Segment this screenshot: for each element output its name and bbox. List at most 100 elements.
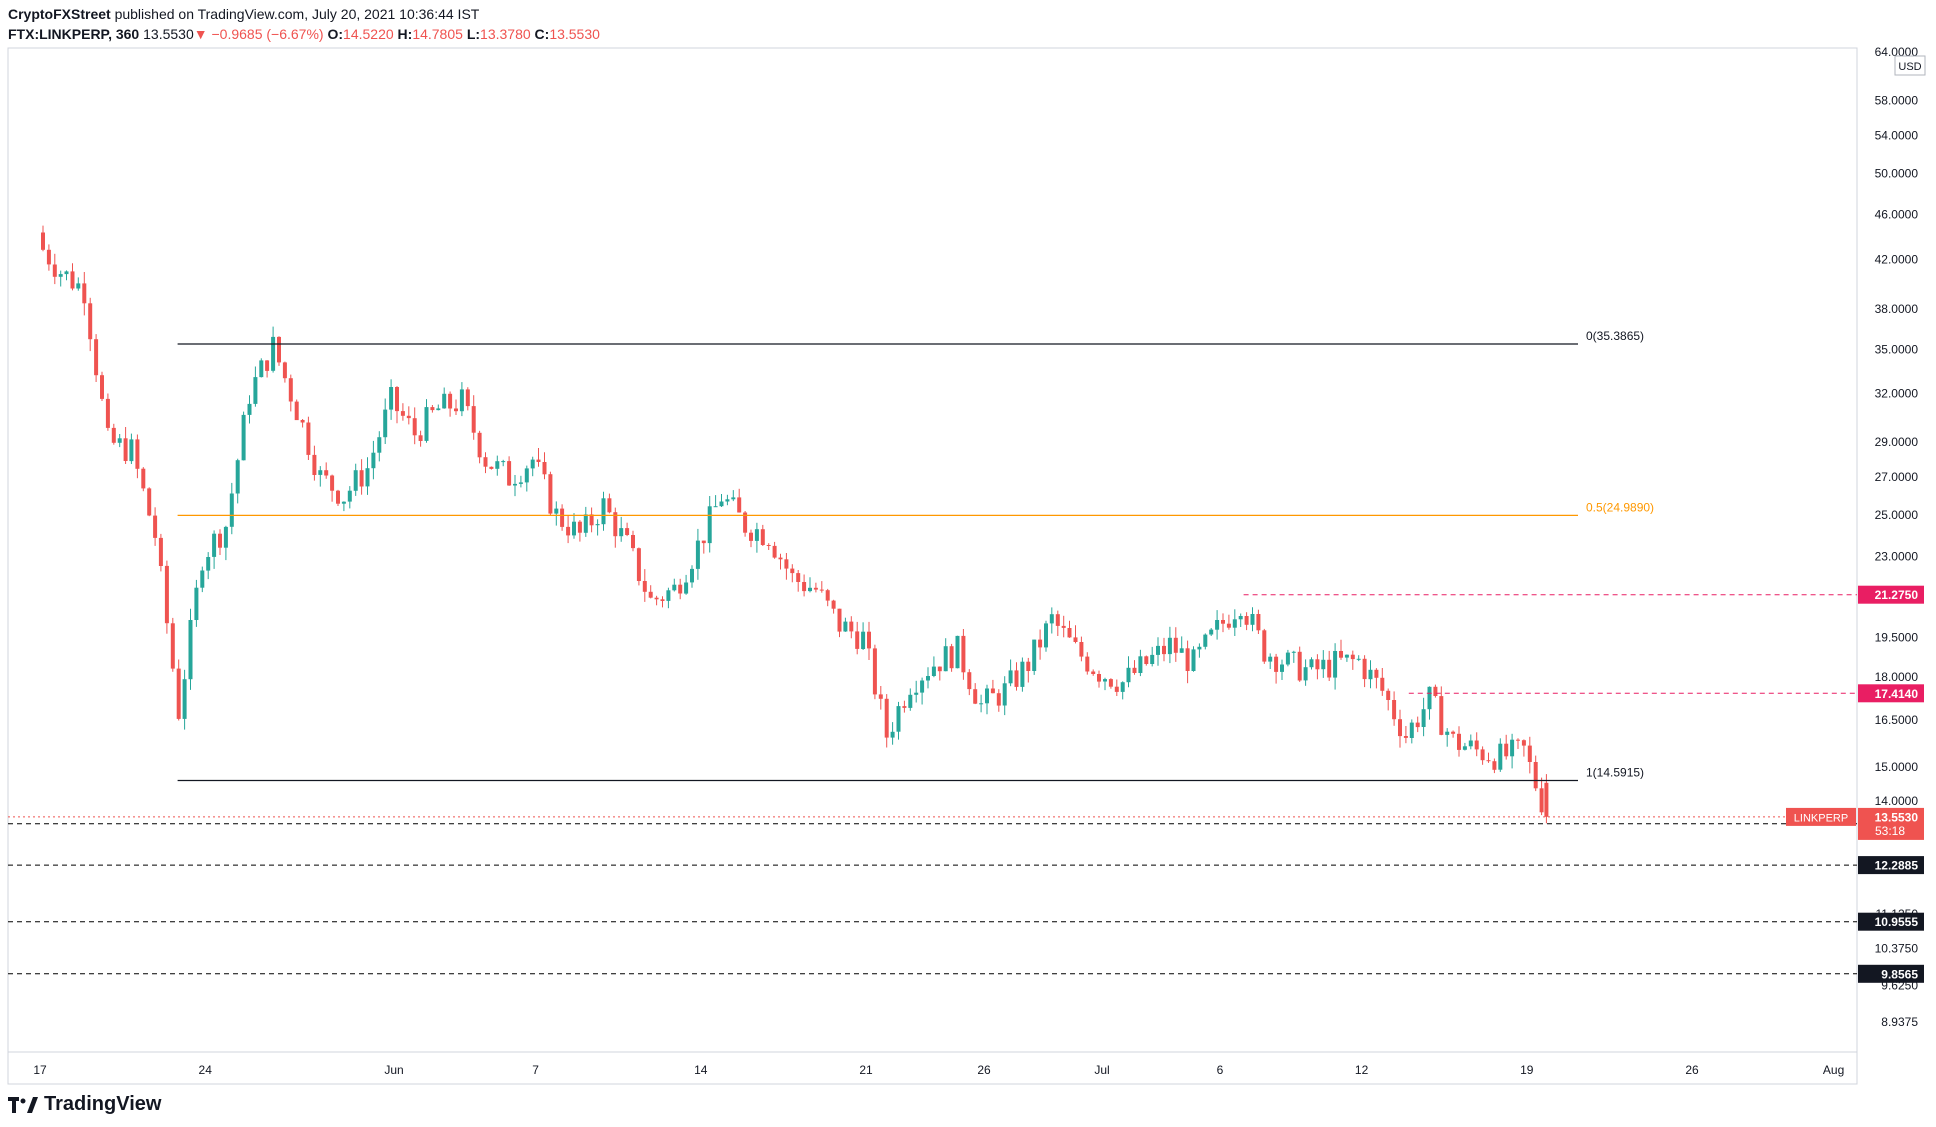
candle-body — [418, 435, 423, 441]
candle-body — [424, 407, 429, 441]
time-axis[interactable]: 1724Jun7142126Jul6121926Aug9 — [33, 1063, 1936, 1077]
candle-body — [70, 271, 75, 289]
tradingview-logo-icon — [8, 1096, 38, 1113]
candle-body — [961, 635, 966, 673]
candle-body — [94, 339, 99, 376]
publisher-name[interactable]: CryptoFXStreet — [8, 6, 111, 22]
price-axis[interactable]: 64.000058.000054.000050.000046.000042.00… — [1875, 45, 1919, 1029]
candle-body — [1026, 661, 1031, 671]
candle-body — [58, 274, 63, 277]
candle-body — [489, 466, 494, 469]
open-value: 14.5220 — [343, 26, 394, 42]
candle-body — [1344, 654, 1349, 658]
tradingview-logo[interactable]: TradingView — [8, 1093, 161, 1116]
candle-body — [1297, 651, 1302, 681]
candle-body — [1362, 658, 1367, 680]
candle-body — [1274, 656, 1279, 672]
candle-body — [707, 506, 712, 544]
candle-body — [831, 600, 836, 609]
y-tick-label: 32.0000 — [1875, 387, 1919, 401]
candle-body — [1368, 669, 1373, 680]
support-tag-bg — [1858, 964, 1924, 983]
candle-body — [247, 403, 252, 415]
candle-body — [1244, 616, 1249, 625]
candle-body — [937, 666, 942, 672]
candle-body — [1409, 722, 1414, 738]
candle-body — [495, 461, 500, 469]
candle-body — [318, 470, 323, 475]
low-label: L: — [466, 26, 481, 42]
x-tick-label: 14 — [694, 1063, 708, 1077]
candle-body — [218, 533, 222, 548]
y-tick-label: 15.0000 — [1875, 760, 1919, 774]
candle-body — [1498, 743, 1503, 770]
candle-body — [949, 646, 954, 669]
candle-body — [400, 411, 405, 416]
candle-body — [524, 468, 529, 483]
candle-body — [607, 498, 612, 513]
candle-body — [64, 271, 69, 275]
candle-body — [229, 493, 234, 527]
candle-body — [1067, 628, 1072, 638]
candle-body — [182, 679, 187, 719]
x-tick-label: 26 — [1685, 1063, 1699, 1077]
x-tick-label: 12 — [1355, 1063, 1369, 1077]
x-tick-label: Jul — [1094, 1063, 1109, 1077]
candle-body — [1339, 651, 1343, 658]
candle-body — [1356, 658, 1361, 660]
candle-body — [548, 474, 553, 514]
y-tick-label: 38.0000 — [1875, 302, 1919, 316]
candle-body — [1392, 700, 1397, 720]
candle-body — [141, 468, 146, 489]
candle-body — [1044, 623, 1048, 648]
candle-body — [1527, 745, 1532, 762]
candle-body — [153, 515, 158, 538]
candle-body — [306, 422, 311, 455]
symbol-label[interactable]: FTX:LINKPERP, 360 — [8, 26, 140, 42]
candle-body — [996, 693, 1001, 706]
ohlc-line: FTX:LINKPERP, 360 13.5530▼ −0.9685 (−6.6… — [8, 24, 600, 44]
candle-body — [825, 590, 830, 601]
candle-body — [1280, 664, 1284, 672]
candle-body — [1014, 670, 1019, 687]
candle-body — [1321, 659, 1326, 670]
candle-body — [642, 581, 647, 592]
fib-level-label: 1(14.5915) — [1586, 766, 1644, 780]
candle-body — [1421, 709, 1426, 727]
candle-body — [359, 470, 364, 487]
candle-body — [1238, 616, 1243, 620]
candle-body — [749, 532, 753, 541]
candle-body — [660, 599, 665, 601]
candle-body — [336, 490, 340, 504]
candle-body — [1504, 743, 1509, 757]
candle-body — [1191, 649, 1196, 671]
support-tag-bg — [1858, 856, 1924, 875]
candle-body — [1533, 762, 1538, 789]
candle-body — [1197, 646, 1202, 650]
candle-body — [920, 680, 925, 693]
resistance-tag-bg — [1858, 684, 1924, 703]
candle-body — [695, 540, 700, 569]
candle-body — [383, 409, 388, 438]
candle-body — [849, 621, 854, 632]
candle-body — [448, 393, 453, 409]
logo-text: TradingView — [44, 1093, 162, 1115]
candle-body — [713, 506, 718, 508]
candle-body — [1451, 731, 1456, 734]
candle-body — [347, 490, 352, 502]
candle-body — [406, 415, 411, 419]
candle-body — [837, 608, 842, 632]
candle-body — [536, 459, 541, 462]
fib-level-label: 0(35.3865) — [1586, 329, 1644, 343]
candle-body — [442, 393, 447, 409]
support-tag: 10.9555 — [1875, 915, 1919, 929]
candle-body — [1020, 661, 1025, 687]
candle-body — [259, 360, 264, 378]
candle-body — [1061, 625, 1066, 628]
symbol-tag-bg — [1786, 807, 1856, 826]
candle-body — [158, 537, 163, 566]
bar-countdown: 53:18 — [1875, 824, 1905, 838]
candle-body — [371, 452, 376, 469]
candle-body — [802, 582, 807, 592]
